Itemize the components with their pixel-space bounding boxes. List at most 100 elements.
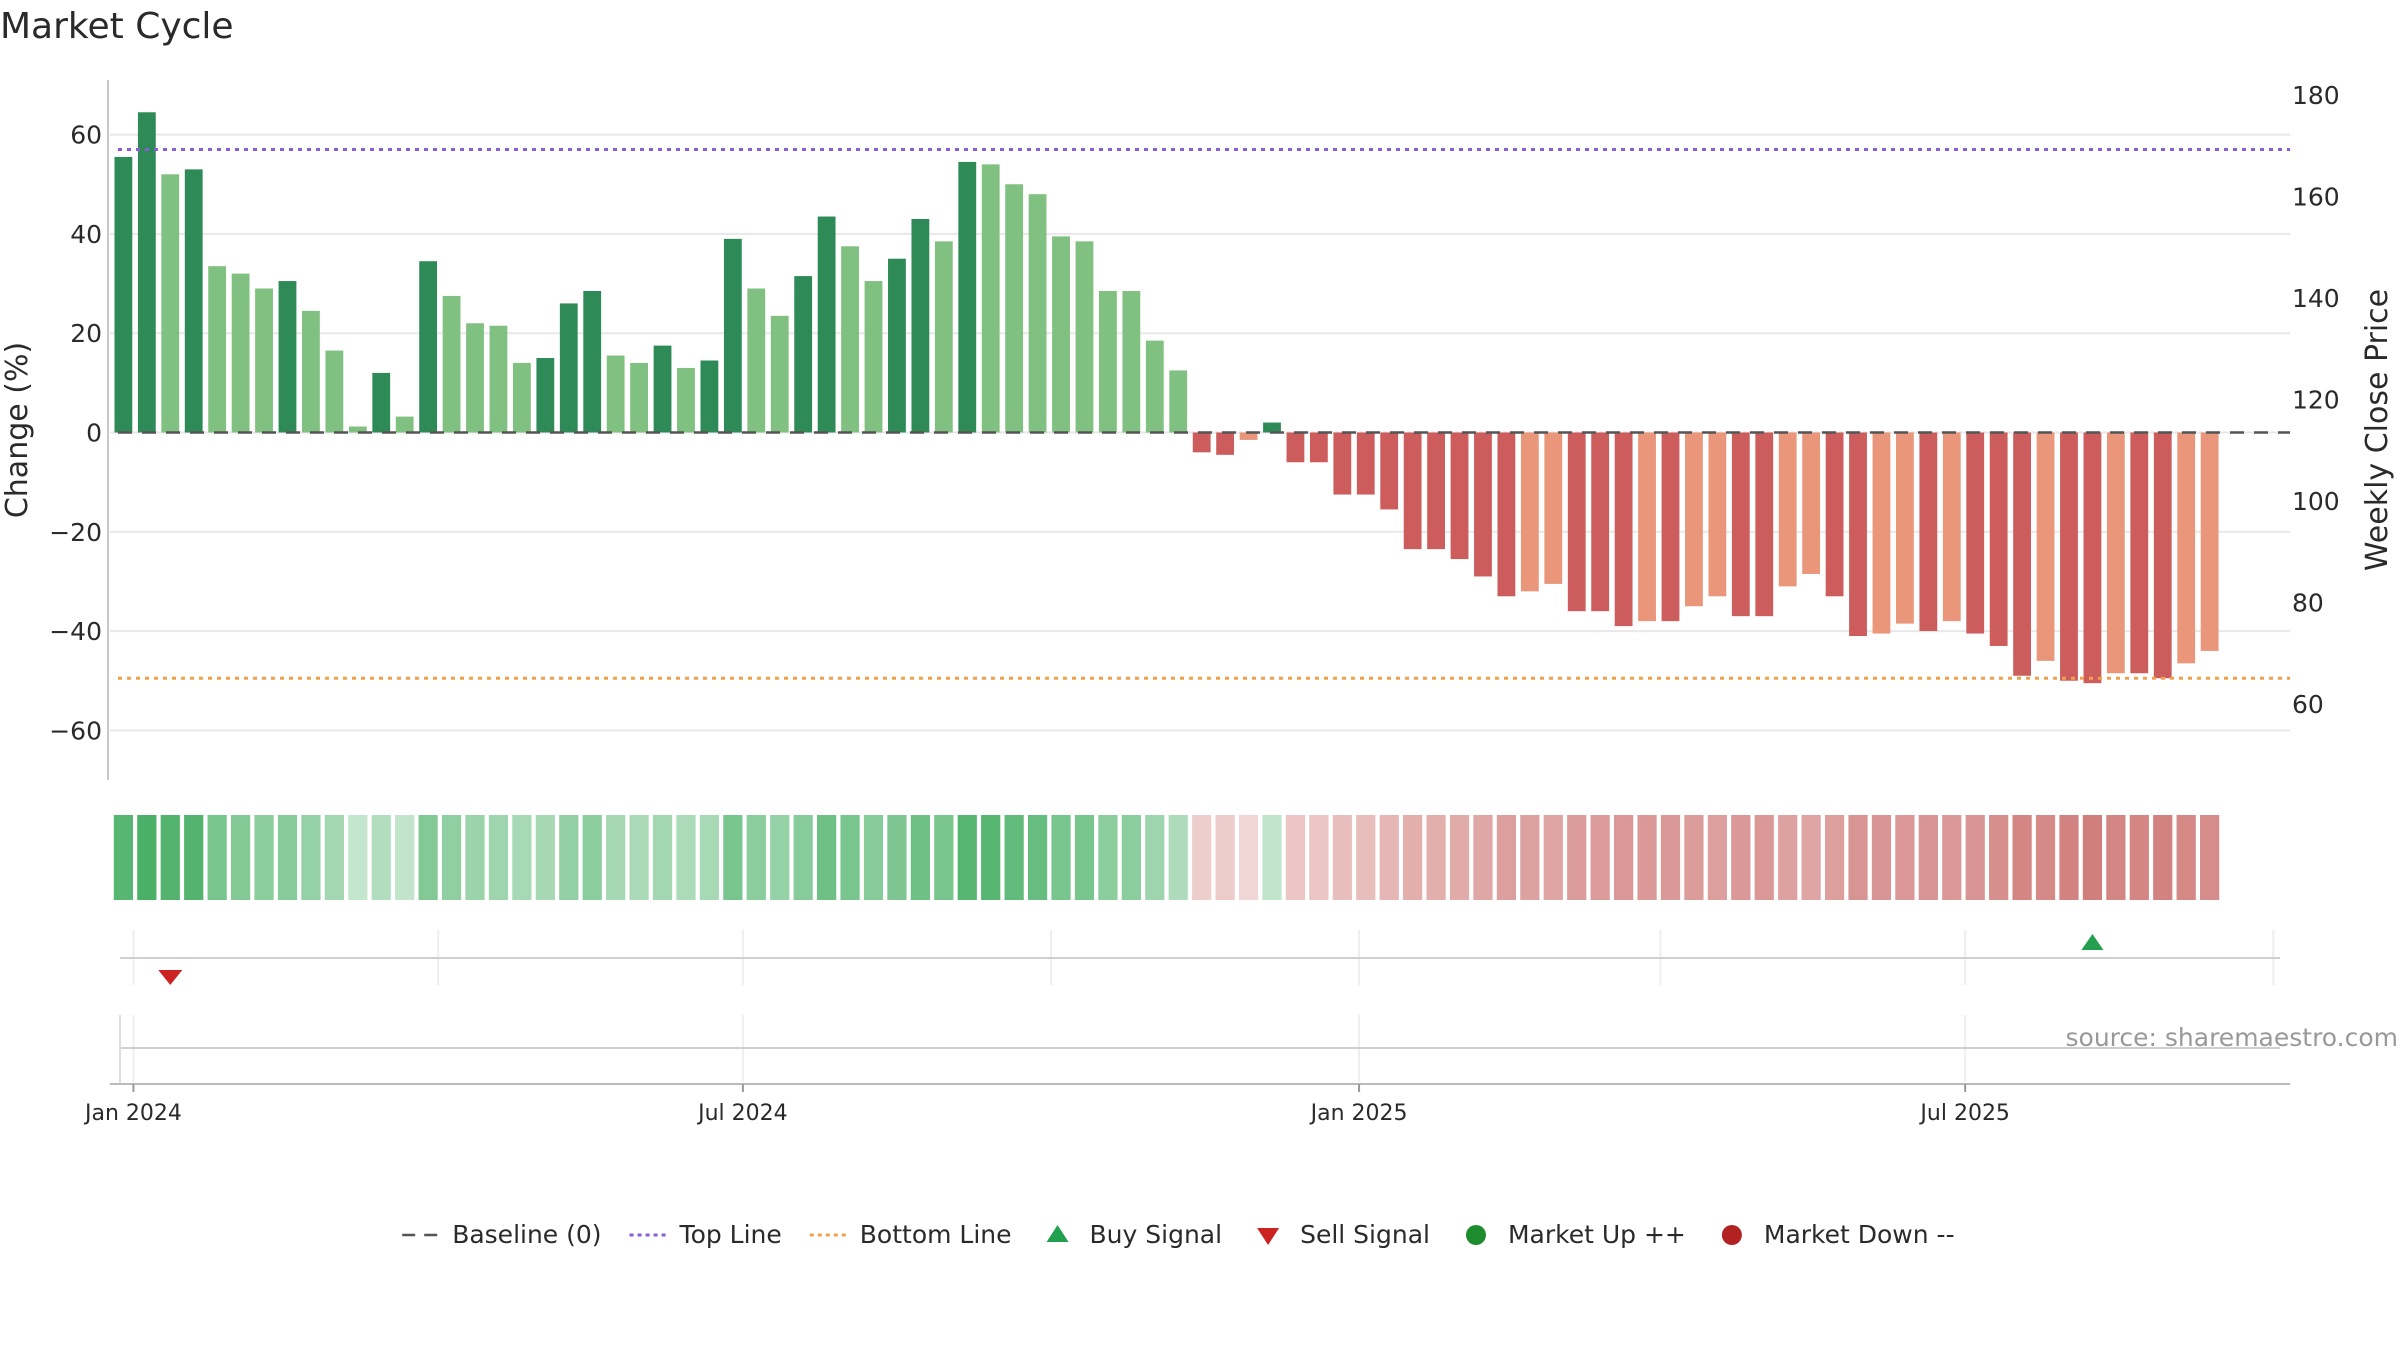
change-bar bbox=[911, 219, 930, 433]
change-bar bbox=[2013, 432, 2032, 676]
heat-strip-cell bbox=[910, 815, 930, 900]
change-bar bbox=[1169, 370, 1188, 433]
change-bar bbox=[1685, 432, 1703, 607]
heat-strip-cell bbox=[2035, 815, 2056, 900]
heat-strip-cell bbox=[2153, 815, 2173, 900]
change-bar bbox=[1778, 432, 1797, 587]
change-bar bbox=[442, 295, 461, 433]
change-bar bbox=[1872, 432, 1891, 634]
heat-strip-cell bbox=[559, 815, 579, 900]
y-tick-label-right: 160 bbox=[2292, 183, 2340, 212]
change-bar bbox=[1474, 432, 1492, 577]
heat-strip-cell bbox=[1168, 815, 1188, 900]
change-bar bbox=[2177, 432, 2196, 664]
change-bar bbox=[981, 164, 1000, 433]
change-bar bbox=[419, 261, 438, 433]
change-bar bbox=[1919, 432, 1938, 632]
change-bar bbox=[2130, 432, 2149, 674]
change-bar bbox=[1802, 432, 1821, 574]
heat-strip-cell bbox=[1731, 815, 1751, 900]
heat-strip-cell bbox=[606, 815, 626, 900]
heat-strip-cell bbox=[770, 815, 790, 900]
heat-strip-cell bbox=[1496, 815, 1517, 900]
heat-strip-cell bbox=[629, 815, 649, 900]
change-bar bbox=[1567, 432, 1586, 612]
change-bar bbox=[841, 246, 859, 433]
change-bar bbox=[700, 360, 719, 433]
y-axis-title-left: Change (%) bbox=[0, 342, 35, 518]
heat-strip-cell bbox=[277, 815, 298, 900]
heat-strip-cell bbox=[746, 815, 766, 900]
y-tick-label-left: −40 bbox=[49, 617, 102, 646]
heat-strip-cell bbox=[1637, 815, 1657, 900]
change-bar bbox=[2106, 432, 2125, 674]
heat-strip-cell bbox=[1871, 815, 1892, 900]
change-bar bbox=[536, 358, 555, 433]
legend-buy-signal-icon bbox=[1046, 1225, 1069, 1242]
heat-strip-cell bbox=[652, 815, 673, 900]
heat-strip-cell bbox=[395, 815, 415, 900]
change-bar bbox=[1755, 432, 1774, 617]
heat-strip-cell bbox=[2082, 815, 2103, 900]
change-bar bbox=[1239, 432, 1258, 440]
change-bar bbox=[958, 161, 977, 433]
change-bar bbox=[1661, 432, 1680, 622]
legend-label: Top Line bbox=[679, 1220, 782, 1249]
change-bar bbox=[1520, 432, 1539, 592]
change-bar bbox=[1638, 432, 1656, 622]
heat-strip-cell bbox=[1660, 815, 1681, 900]
heat-strip-cell bbox=[465, 815, 485, 900]
change-bar bbox=[2153, 432, 2172, 679]
heat-strip-cell bbox=[1989, 815, 2009, 900]
heat-strip-cell bbox=[676, 815, 696, 900]
legend-label: Market Down -- bbox=[1764, 1220, 1955, 1249]
x-tick-label: Jan 2025 bbox=[1309, 1101, 1408, 1126]
change-bar bbox=[1450, 432, 1469, 560]
heat-strip-cell bbox=[1848, 815, 1868, 900]
change-bar bbox=[1989, 432, 2008, 646]
heat-strip-cell bbox=[1004, 815, 1024, 900]
buy-signal-marker bbox=[2081, 934, 2104, 950]
change-bar bbox=[1286, 432, 1305, 463]
heat-strip-cell bbox=[1613, 815, 1634, 900]
heat-strip-cell bbox=[1285, 815, 1306, 900]
change-bar bbox=[1005, 184, 1024, 433]
y-tick-label-left: −60 bbox=[49, 716, 102, 745]
sell-signal-marker bbox=[158, 970, 183, 985]
heat-strip-cell bbox=[254, 815, 274, 900]
change-bar bbox=[1966, 432, 1985, 634]
heat-strip-cell bbox=[2059, 815, 2079, 900]
heat-strip-cell bbox=[207, 815, 227, 900]
heat-strip-cell bbox=[1567, 815, 1587, 900]
heat-strip-cell bbox=[1449, 815, 1470, 900]
change-bar bbox=[2083, 432, 2102, 684]
change-bar bbox=[1145, 340, 1164, 433]
heat-strip-cell bbox=[1824, 815, 1845, 900]
heat-strip-cell bbox=[582, 815, 602, 900]
heat-strip-cell bbox=[1027, 815, 1048, 900]
change-bar bbox=[1942, 432, 1961, 622]
x-tick-label: Jul 2024 bbox=[696, 1101, 788, 1126]
heat-strip-cell bbox=[512, 815, 532, 900]
change-bar bbox=[278, 281, 297, 433]
change-bar bbox=[2200, 432, 2219, 651]
change-bar bbox=[1263, 422, 1281, 433]
change-bar bbox=[1309, 432, 1328, 463]
heat-strip-cell bbox=[2200, 815, 2220, 900]
change-bar bbox=[770, 315, 789, 433]
x-tick-label: Jul 2025 bbox=[1918, 1101, 2010, 1126]
change-bar bbox=[231, 273, 250, 433]
change-bar bbox=[325, 350, 344, 433]
y-tick-label-left: 0 bbox=[86, 418, 102, 447]
heat-strip-cell bbox=[1965, 815, 1985, 900]
heat-strip-cell bbox=[2176, 815, 2196, 900]
change-bar bbox=[161, 174, 180, 433]
change-bar bbox=[677, 367, 695, 433]
y-tick-label-left: 20 bbox=[70, 319, 102, 348]
y-tick-label-left: 60 bbox=[70, 121, 102, 150]
legend-label: Baseline (0) bbox=[452, 1220, 601, 1249]
change-bar bbox=[255, 288, 273, 433]
heat-strip-cell bbox=[2129, 815, 2149, 900]
